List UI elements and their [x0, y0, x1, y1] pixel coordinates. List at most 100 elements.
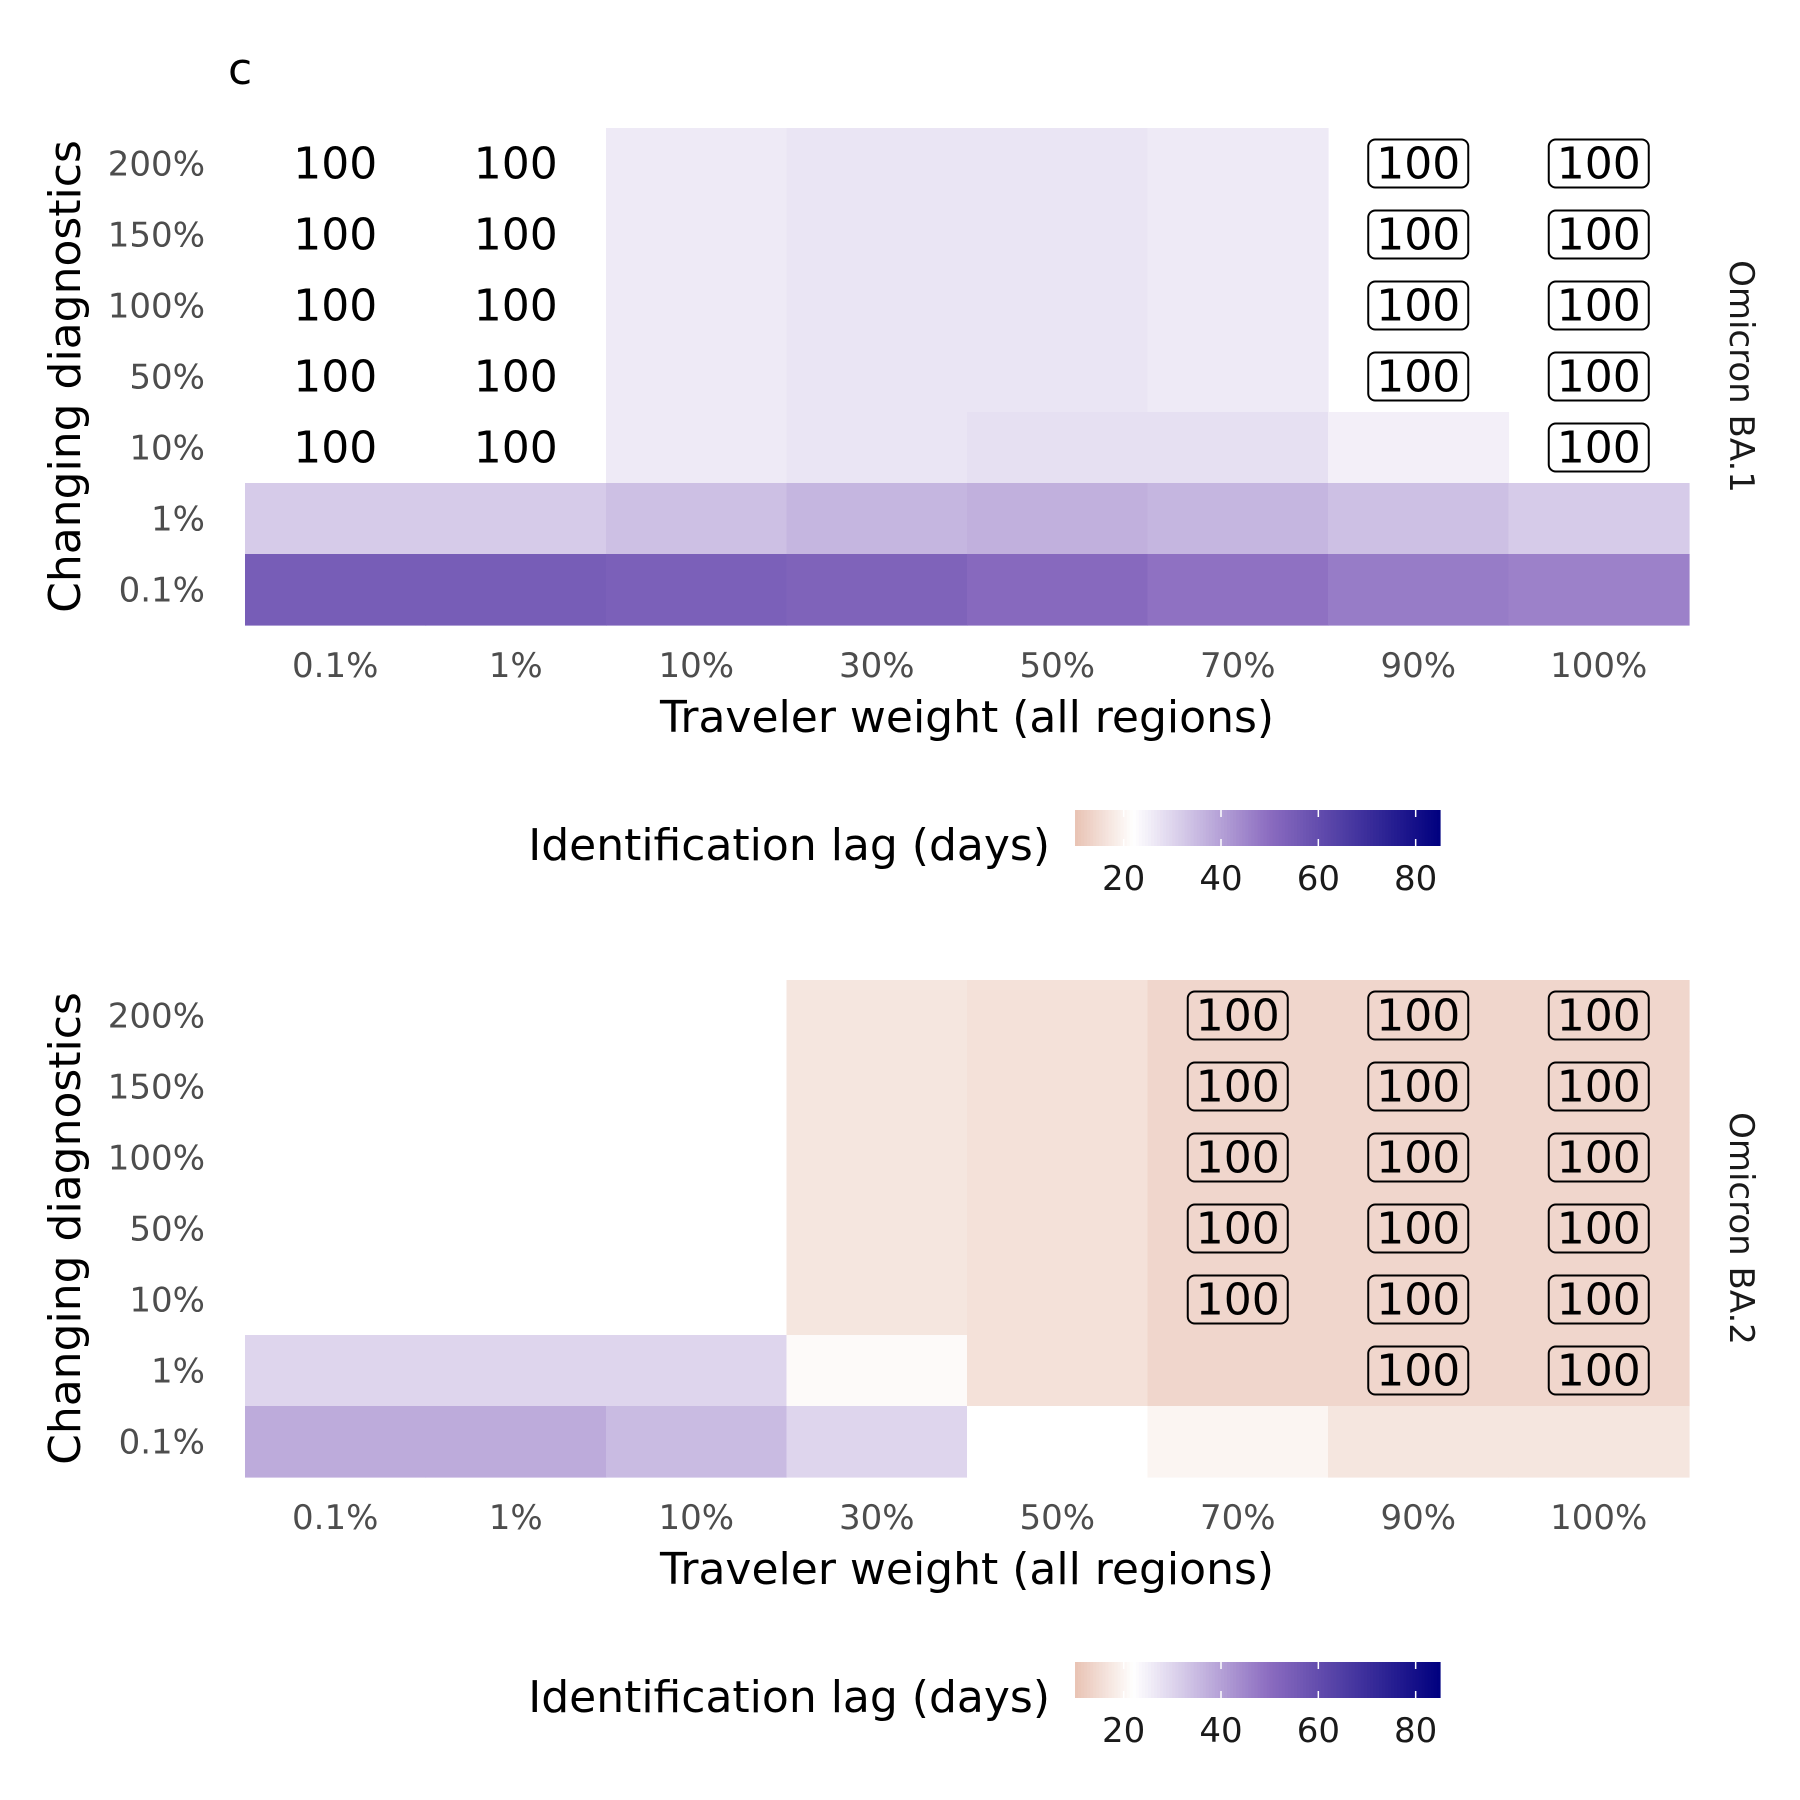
legend-gradient-step — [1418, 810, 1423, 846]
legend-gradient-step — [1093, 1662, 1097, 1698]
legend-gradient-step — [1294, 810, 1298, 846]
legend-gradient-step — [1427, 810, 1432, 846]
heatmap-cell — [786, 1335, 968, 1407]
label-box — [1547, 138, 1650, 189]
heatmap-cell — [967, 483, 1149, 555]
cell-value-label: 100 — [1557, 139, 1641, 190]
legend-gradient-step — [1315, 1662, 1319, 1698]
heatmap-cell — [425, 1335, 607, 1407]
legend-gradient-step — [1078, 1662, 1082, 1698]
legend-gradient-step — [1309, 810, 1313, 846]
cell-value-label: 100 — [1557, 1275, 1641, 1326]
legend-gradient-step — [1157, 810, 1161, 846]
heatmap-cell — [606, 1264, 788, 1336]
heatmap-cell — [606, 483, 788, 555]
legend-gradient-step — [1327, 1662, 1332, 1698]
legend-gradient-step — [1178, 810, 1183, 846]
heatmap-cell — [606, 199, 788, 271]
legend-gradient-step — [1300, 1662, 1304, 1698]
legend-gradient-step — [1245, 1662, 1249, 1698]
legend-gradient-step — [1406, 1662, 1411, 1698]
label-box — [1186, 1132, 1289, 1183]
legend-gradient-step — [1263, 810, 1268, 846]
legend-gradient-step — [1096, 810, 1100, 846]
legend-gradient-step — [1202, 1662, 1207, 1698]
legend-gradient-step — [1303, 810, 1307, 846]
legend-gradient-step — [1141, 810, 1146, 846]
legend-gradient-step — [1117, 810, 1122, 846]
legend-gradient-step — [1278, 810, 1283, 846]
heatmap-cell — [1328, 554, 1510, 626]
x-tick-label: 50% — [1019, 1498, 1095, 1538]
heatmap-cell — [1328, 412, 1510, 484]
y-tick-label: 150% — [108, 1068, 205, 1108]
legend-gradient-step — [1099, 1662, 1103, 1698]
legend-gradient-step — [1345, 810, 1350, 846]
legend-gradient-step — [1318, 810, 1322, 846]
legend-gradient-step — [1421, 810, 1426, 846]
heatmap-cell — [967, 1406, 1149, 1478]
legend-gradient-step — [1409, 810, 1414, 846]
legend-gradient-step — [1166, 1662, 1170, 1698]
legend-gradient-step — [1330, 810, 1335, 846]
cell-value-label: 100 — [1557, 423, 1641, 474]
x-tick-label: 50% — [1019, 646, 1095, 686]
legend-gradient-step — [1120, 1662, 1125, 1698]
legend-gradient-step — [1427, 1662, 1432, 1698]
label-box — [1186, 1061, 1289, 1112]
legend-gradient-step — [1144, 810, 1149, 846]
y-tick-label: 1% — [151, 1352, 205, 1392]
legend-gradient-step — [1385, 810, 1389, 846]
heatmap-cell — [1508, 483, 1690, 555]
legend-gradient-step — [1357, 1662, 1362, 1698]
legend-gradient-step — [1169, 1662, 1173, 1698]
legend-gradient-step — [1430, 810, 1435, 846]
heatmap-cell — [425, 554, 607, 626]
legend-gradient-step — [1102, 1662, 1107, 1698]
heatmap-cell — [967, 270, 1149, 342]
legend-gradient-step — [1148, 1662, 1152, 1698]
y-tick-label: 150% — [108, 216, 205, 256]
legend-gradient-step — [1138, 1662, 1143, 1698]
legend-gradient-step — [1211, 810, 1216, 846]
legend-tick-label: 60 — [1297, 1711, 1340, 1751]
legend-gradient-step — [1236, 1662, 1240, 1698]
legend-gradient-step — [1342, 1662, 1347, 1698]
y-tick-label: 200% — [108, 145, 205, 185]
legend-gradient-step — [1379, 810, 1383, 846]
legend-gradient-step — [1336, 810, 1341, 846]
heatmap-cell — [1147, 270, 1329, 342]
heatmap-cell — [967, 128, 1149, 200]
legend-gradient-step — [1196, 810, 1201, 846]
y-tick-label: 100% — [108, 1139, 205, 1179]
legend-gradient-step — [1075, 1662, 1079, 1698]
y-tick-label: 0.1% — [119, 1423, 205, 1463]
legend-gradient-step — [1318, 1662, 1322, 1698]
legend-gradient-step — [1132, 1662, 1137, 1698]
legend-gradient-step — [1379, 1662, 1383, 1698]
x-tick-label: 90% — [1380, 646, 1456, 686]
legend-gradient-step — [1376, 1662, 1380, 1698]
legend-gradient-step — [1154, 1662, 1158, 1698]
legend-gradient-step — [1184, 1662, 1189, 1698]
legend-gradient-step — [1135, 810, 1140, 846]
x-axis-title: Traveler weight (all regions) — [659, 692, 1274, 743]
legend-gradient-step — [1090, 1662, 1094, 1698]
legend-gradient-step — [1394, 1662, 1399, 1698]
heatmap-cell — [606, 128, 788, 200]
legend-gradient-step — [1242, 810, 1246, 846]
x-tick-label: 70% — [1200, 1498, 1276, 1538]
legend-gradient-step — [1397, 1662, 1402, 1698]
legend-gradient-step — [1254, 1662, 1259, 1698]
legend-gradient-step — [1354, 1662, 1359, 1698]
x-tick-label: 1% — [489, 1498, 543, 1538]
label-box — [1367, 1132, 1470, 1183]
heatmap-cell — [1147, 412, 1329, 484]
heatmap-cell — [786, 270, 968, 342]
cell-value-label: 100 — [1196, 991, 1280, 1042]
legend-gradient-step — [1175, 1662, 1180, 1698]
legend-gradient-step — [1236, 810, 1240, 846]
legend-gradient-step — [1281, 1662, 1286, 1698]
legend-gradient-step — [1342, 810, 1347, 846]
legend-gradient-step — [1324, 1662, 1329, 1698]
